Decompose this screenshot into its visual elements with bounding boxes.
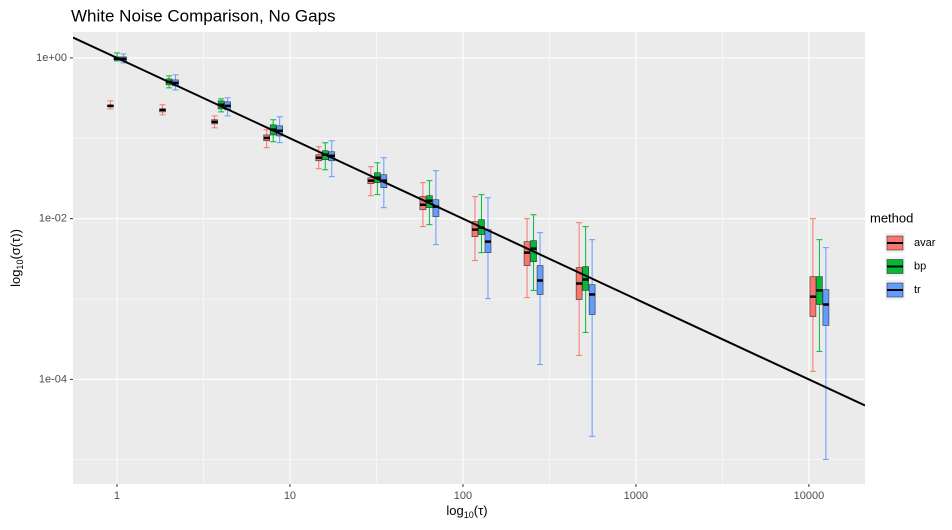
- x-tick-label: 1: [114, 490, 120, 502]
- chart-title: White Noise Comparison, No Gaps: [71, 6, 336, 25]
- y-title-arg: (σ(τ)): [8, 229, 23, 259]
- x-tick-label: 100: [454, 490, 472, 502]
- legend-title: method: [870, 210, 913, 225]
- x-title-base: log: [446, 503, 463, 518]
- x-tick-label: 10000: [794, 490, 825, 502]
- box: [822, 289, 830, 326]
- legend-label: avar: [914, 237, 936, 249]
- legend-label: tr: [914, 284, 921, 296]
- plot-layer: [73, 32, 865, 484]
- box: [419, 196, 427, 211]
- x-tick-label: 10: [284, 490, 296, 502]
- reference-line: [73, 36, 865, 407]
- y-tick-label: 1e+00: [36, 52, 67, 64]
- y-axis-title: log10(σ(τ)): [8, 229, 25, 287]
- x-axis-title: log10(τ): [446, 503, 487, 520]
- x-title-arg: (τ): [474, 503, 488, 518]
- legend-label: bp: [914, 260, 926, 272]
- box: [588, 284, 596, 315]
- y-title-sub: 10: [15, 260, 25, 270]
- y-title-base: log: [8, 270, 23, 287]
- x-tick-label: 1000: [624, 490, 648, 502]
- y-tick-label: 1e-04: [39, 373, 67, 385]
- y-tick-label: 1e-02: [39, 213, 67, 225]
- x-title-sub: 10: [464, 510, 474, 520]
- panel: [73, 32, 865, 484]
